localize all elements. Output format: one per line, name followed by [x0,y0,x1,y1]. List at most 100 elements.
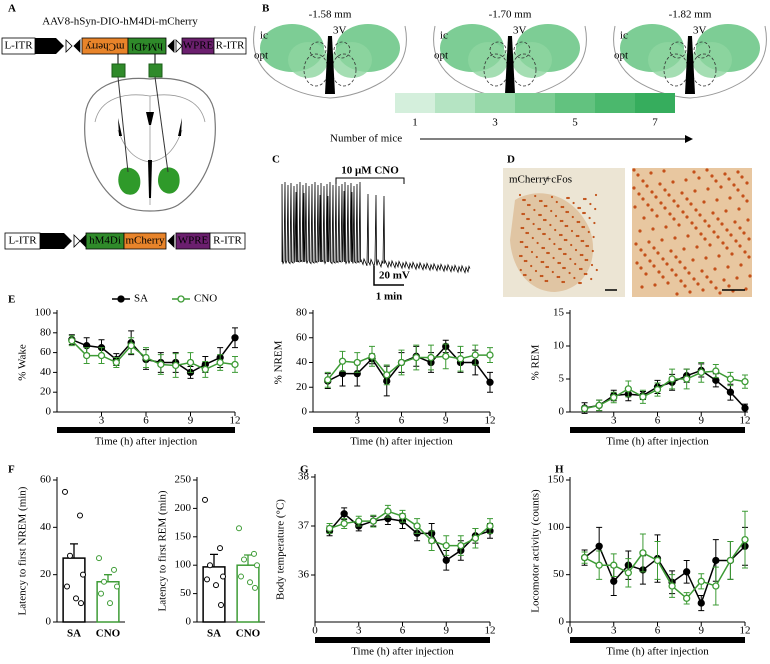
x-tick-label: 3 [611,415,617,427]
stained-cell [713,267,717,271]
legend-marker [177,295,185,303]
y-tick-label: 40 [40,521,52,533]
stained-cell [690,221,694,225]
stained-cell [575,234,578,238]
stained-cell [584,197,587,201]
stained-cell [549,223,552,227]
stained-cell [743,250,747,254]
stained-cell [582,239,585,243]
subject-point [114,583,120,590]
stained-cell [746,218,750,222]
data-point [157,360,165,369]
virus-spread [648,42,688,78]
stained-cell [643,253,647,257]
stained-cell [655,214,659,218]
stained-cell [578,206,582,210]
data-point [340,519,348,528]
stained-cell [668,212,672,216]
stained-cell [581,253,584,257]
error-bar [244,554,252,566]
third-ventricle [325,36,335,94]
nucleus-outline [333,41,351,59]
stained-cell [733,220,737,224]
treatment-bar [57,427,235,433]
scale-title: Number of mice [330,133,402,145]
stained-cell [522,212,526,216]
stained-cell [563,238,566,242]
x-tick-label: 6 [143,415,149,427]
data-point [442,541,450,550]
stained-cell [544,279,547,283]
stained-cell [639,266,643,270]
stained-cell [748,274,752,278]
y-tick-label: 100 [35,307,52,319]
stained-cell [567,196,570,200]
stained-cell [543,204,546,208]
stained-cell [577,206,580,210]
scale-box [435,93,475,113]
data-point [610,393,618,402]
stained-cell [570,229,574,233]
stained-cell [644,272,648,276]
x-tick-label: 9 [699,625,705,637]
construct-label: hSyn [38,40,61,52]
category-label: CNO [96,628,121,640]
stained-cell [557,261,560,265]
membrane-trace [281,181,471,275]
stained-cell [566,210,570,214]
stained-cell [728,196,732,200]
section-label: opt [614,50,628,62]
stained-cell [747,237,751,241]
category-label: SA [207,628,221,640]
y-tick-label: 80 [40,326,52,338]
construct-label: R-ITR [216,40,245,52]
section-label: opt [434,50,448,62]
drug-label: 10 μM CNO [341,165,399,177]
data-point [83,351,91,360]
x-tick-label: 12 [485,625,496,637]
legend-label: CNO [194,293,217,305]
stained-cell [701,288,705,292]
stained-cell [650,190,654,194]
stained-cell [530,264,533,268]
stained-cell [548,237,551,241]
stained-cell [594,193,598,197]
stained-cell [684,178,688,182]
legend-label: SA [134,293,148,305]
y-tick-label: 10 [553,340,565,352]
data-point [668,375,676,383]
stained-cell [558,247,561,251]
stained-cell [538,199,542,203]
stained-cell [719,185,723,189]
stained-cell [534,269,538,273]
virus-spread [512,42,552,78]
y-tick-label: 5 [559,373,565,385]
data-point [456,355,465,363]
stained-cell [739,263,743,267]
subject-point [204,576,210,583]
stained-cell [636,173,640,177]
stained-cell [703,237,707,241]
x-tick-label: 9 [444,625,450,637]
x-axis-label: Time (h) after injection [95,436,198,448]
stained-cell [576,220,579,224]
stained-cell [583,211,586,215]
series-line [327,345,491,383]
stained-cell [638,229,642,233]
construct-part [213,37,247,55]
data-point [201,365,209,374]
stained-cell [652,264,656,268]
panel-label: D [507,154,515,166]
scale-label: 1 min [376,291,403,303]
data-point [412,353,420,362]
stained-cell [552,256,555,260]
y-axis-label: Body temperature (°C) [275,499,287,600]
stained-cell [745,199,749,203]
data-point [683,375,691,383]
construct-part [127,37,167,55]
stained-cell [580,267,583,271]
stained-cell [698,213,702,217]
virus-spread [692,42,732,78]
y-tick-label: 38 [298,471,310,483]
stained-cell [558,275,561,279]
